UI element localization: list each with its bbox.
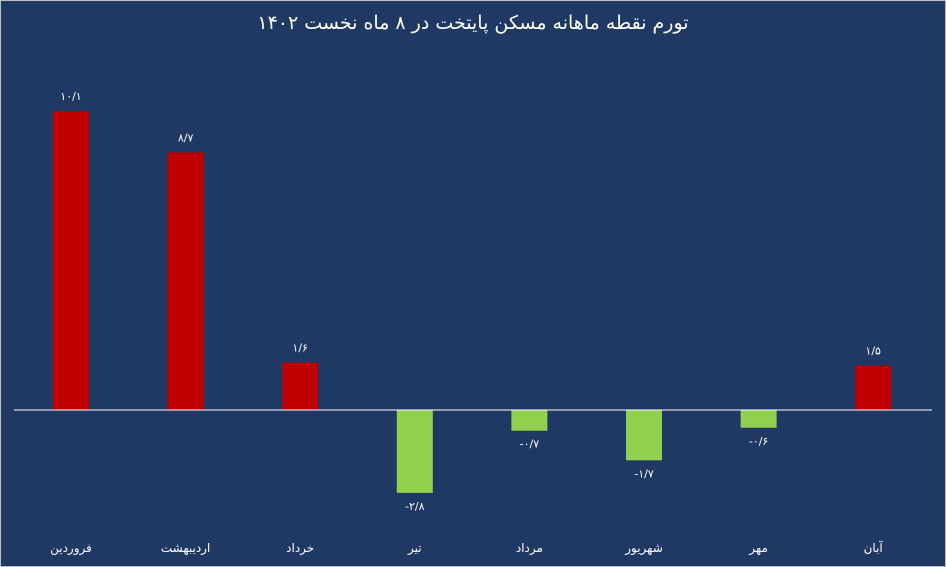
data-label-1: ۱۰/۱ <box>60 90 81 103</box>
data-label-7: -۰/۶ <box>749 435 769 448</box>
bar-5 <box>511 410 548 431</box>
data-label-8: ۱/۵ <box>865 345 881 358</box>
category-label-5: مرداد <box>516 541 543 556</box>
category-label-1: فروردین <box>50 541 92 556</box>
chart-title: تورم نقطه ماهانه مسکن پایتخت در ۸ ماه نخ… <box>257 12 688 34</box>
bar-2 <box>167 152 204 411</box>
bar-6 <box>626 410 662 461</box>
category-label-6: شهریور <box>624 541 663 556</box>
category-label-4: تیر <box>407 541 422 556</box>
bar-1 <box>53 111 89 410</box>
bar-4 <box>396 410 433 493</box>
category-label-2: اردیبهشت <box>161 541 210 556</box>
data-label-6: -۱/۷ <box>634 467 654 480</box>
bar-3 <box>282 362 319 410</box>
category-label-8: آبان <box>864 540 884 555</box>
bar-7 <box>740 410 777 428</box>
data-label-3: ۱/۶ <box>292 342 308 355</box>
data-label-2: ۸/۷ <box>178 131 194 144</box>
category-label-7: مهر <box>748 541 768 556</box>
bar-8 <box>855 365 892 410</box>
category-label-3: خرداد <box>286 541 314 556</box>
data-label-5: -۰/۷ <box>520 438 540 451</box>
data-label-4: -۲/۸ <box>405 500 425 513</box>
